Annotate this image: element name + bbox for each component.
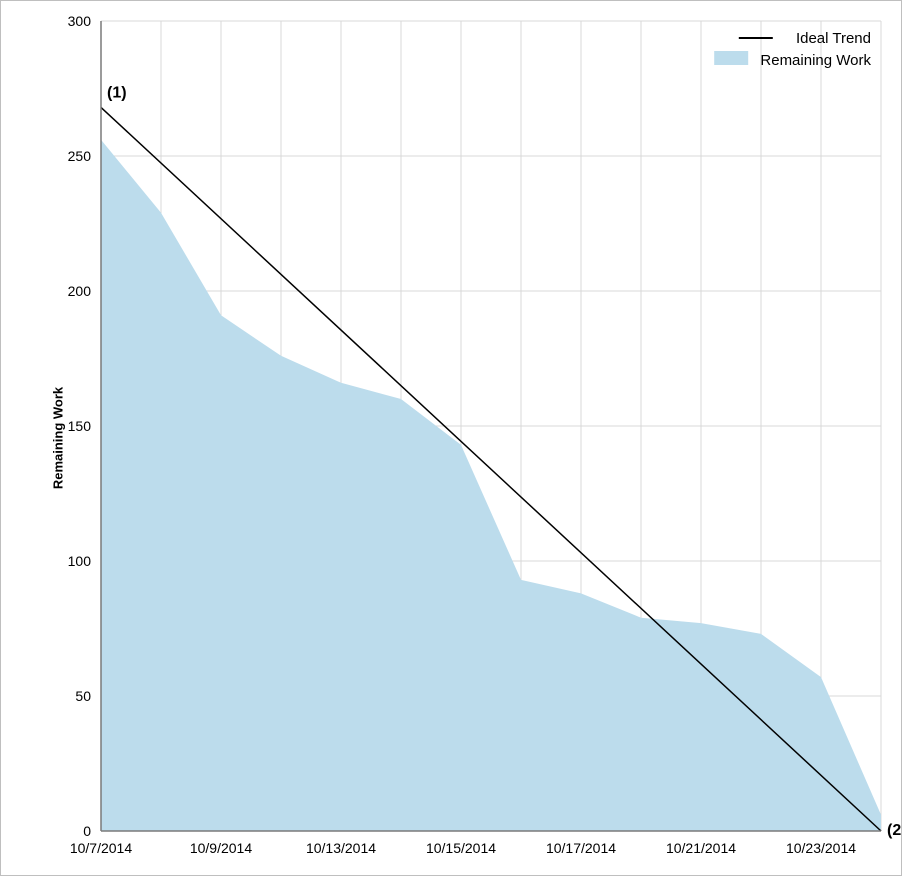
x-tick-label: 10/21/2014 — [666, 840, 736, 856]
y-axis-label: Remaining Work — [51, 387, 66, 489]
x-tick-label: 10/7/2014 — [70, 840, 132, 856]
chart-annotation: (1) — [107, 84, 127, 101]
x-tick-label: 10/9/2014 — [190, 840, 252, 856]
y-tick-label: 50 — [75, 688, 91, 704]
x-tick-label: 10/15/2014 — [426, 840, 496, 856]
legend-swatch-area — [714, 51, 748, 65]
y-tick-label: 0 — [83, 823, 91, 839]
chart-frame: Remaining Work 0 50 100 150 200 250 300 10/7/20… — [0, 0, 902, 876]
y-tick-label: 200 — [68, 283, 92, 299]
chart-annotation: (2) — [887, 822, 901, 839]
y-tick-label: 150 — [68, 418, 92, 434]
legend-label: Ideal Trend — [796, 30, 871, 47]
x-tick-label: 10/23/2014 — [786, 840, 856, 856]
legend-label: Remaining Work — [760, 52, 871, 69]
y-tick-label: 300 — [68, 13, 92, 29]
burndown-chart: 0 50 100 150 200 250 300 10/7/2014 10/9/2014 10/1… — [1, 1, 901, 875]
x-tick-label: 10/13/2014 — [306, 840, 376, 856]
y-tick-label: 100 — [68, 553, 92, 569]
x-tick-label: 10/17/2014 — [546, 840, 616, 856]
y-tick-label: 250 — [68, 148, 92, 164]
